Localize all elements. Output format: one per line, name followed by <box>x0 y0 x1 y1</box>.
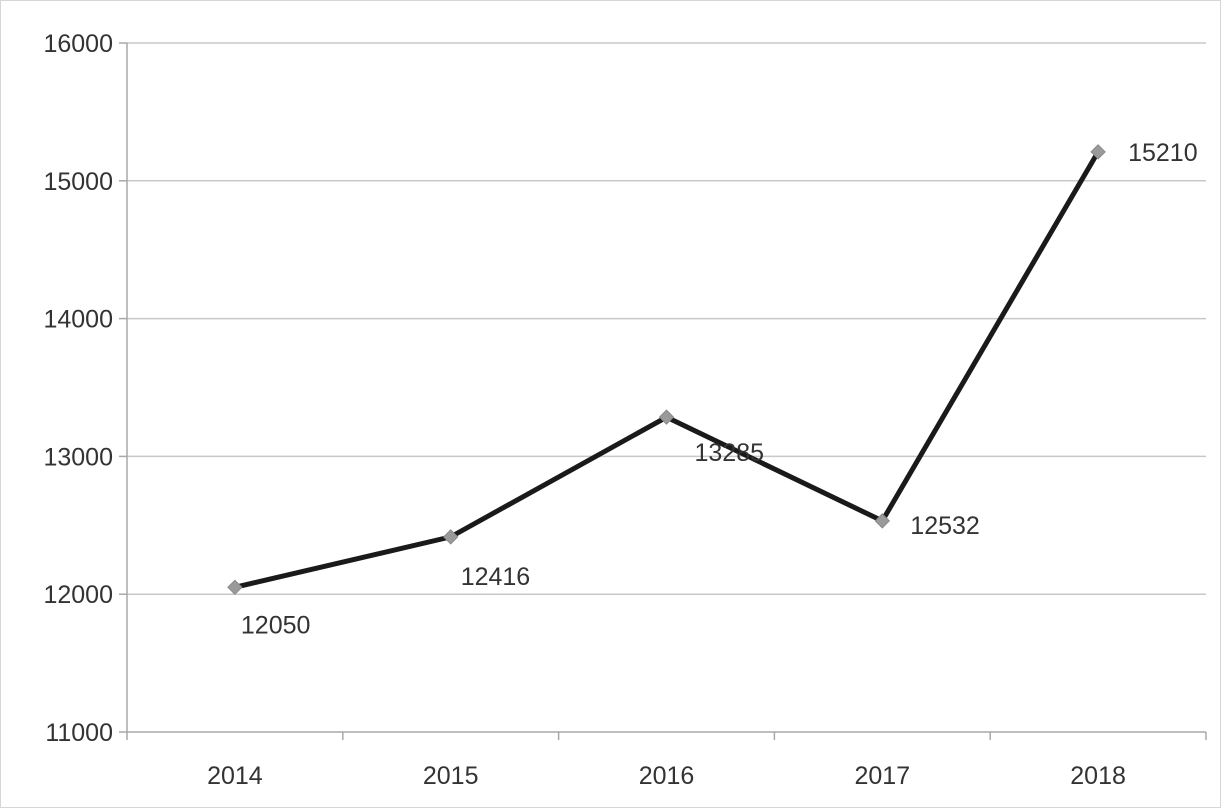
x-tick-label-2016: 2016 <box>639 762 695 790</box>
y-tick-label: 14000 <box>43 306 113 334</box>
data-point-2018 <box>1090 144 1106 160</box>
x-tick-label-2014: 2014 <box>207 762 263 790</box>
data-label-2017: 12532 <box>910 512 980 540</box>
data-point-2017 <box>874 513 891 529</box>
data-labels: 12050 12416 13285 12532 15210 <box>241 139 1198 639</box>
y-tick-label: 15000 <box>43 168 113 196</box>
data-label-2016: 13285 <box>695 439 765 467</box>
data-point-2015 <box>442 529 459 545</box>
y-tick-label: 16000 <box>43 30 113 58</box>
data-point-2014 <box>227 579 243 596</box>
y-tick-label: 12000 <box>43 581 113 609</box>
x-tick-label-2015: 2015 <box>423 762 479 790</box>
series <box>227 144 1106 596</box>
data-label-2018: 15210 <box>1128 139 1198 167</box>
y-tick-label: 13000 <box>43 443 113 471</box>
data-label-2014: 12050 <box>241 611 311 639</box>
gridlines <box>127 42 1206 595</box>
x-tick-label-2018: 2018 <box>1070 762 1126 790</box>
y-tick-label: 11000 <box>45 719 113 747</box>
y-axis: 11000 12000 13000 14000 15000 16000 <box>43 30 128 747</box>
x-axis: 2014 2015 2016 2017 2018 <box>126 731 1207 790</box>
data-label-2015: 12416 <box>461 563 531 591</box>
x-tick-label-2017: 2017 <box>854 762 910 790</box>
data-point-2016 <box>658 409 675 425</box>
